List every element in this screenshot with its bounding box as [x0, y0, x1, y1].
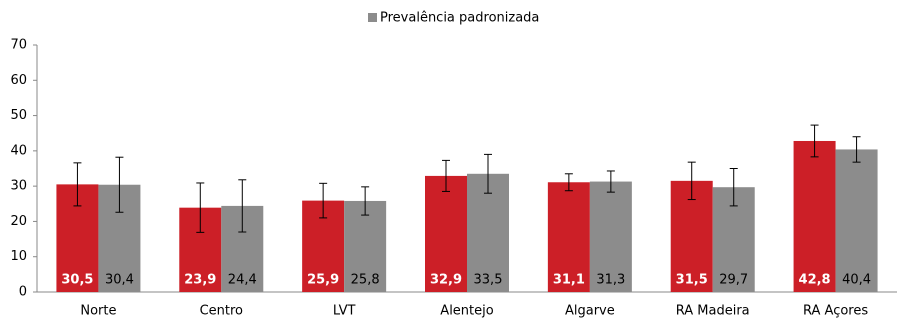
error-bar [115, 156, 124, 213]
error-bar [810, 124, 819, 158]
x-tick-label: Alentejo [440, 304, 493, 319]
error-bar [484, 153, 492, 194]
error-bar [852, 136, 861, 163]
value-label: 24,4 [228, 273, 257, 288]
bar [425, 175, 467, 292]
bar [547, 182, 590, 292]
y-tick-label: 50 [10, 108, 27, 123]
bar [835, 149, 878, 292]
x-tick-label: Norte [80, 304, 116, 319]
error-bar [687, 161, 696, 201]
y-tick-label: 0 [19, 285, 27, 300]
value-label: 30,4 [105, 273, 134, 288]
error-bar [238, 179, 247, 233]
error-bar [361, 186, 370, 216]
x-tick-label: Centro [200, 304, 243, 319]
y-tick-label: 20 [10, 214, 27, 229]
y-tick-label: 40 [10, 143, 27, 158]
error-bar [196, 182, 205, 233]
bar [589, 181, 632, 292]
value-label: 32,9 [430, 273, 462, 288]
value-label: 25,9 [307, 273, 339, 288]
value-label: 31,3 [596, 273, 625, 288]
value-label: 23,9 [184, 273, 216, 288]
error-bar [442, 159, 450, 192]
y-tick-label: 30 [10, 179, 27, 194]
error-bar [729, 168, 738, 207]
x-tick-label: RA Açores [803, 304, 868, 319]
legend-swatch [368, 13, 377, 22]
error-bar [73, 162, 82, 207]
value-label: 30,5 [61, 273, 93, 288]
error-bar [319, 182, 328, 219]
y-tick-label: 10 [10, 249, 27, 264]
value-label: 31,1 [553, 273, 585, 288]
value-label: 29,7 [719, 273, 748, 288]
x-tick-label: LVT [333, 304, 356, 319]
bar [793, 140, 836, 292]
x-tick-label: Algarve [565, 304, 615, 319]
value-label: 42,8 [799, 273, 831, 288]
value-label: 40,4 [842, 273, 871, 288]
bar [344, 200, 387, 292]
error-bar [564, 173, 573, 192]
error-bar [606, 170, 615, 193]
legend-label: Prevalência padronizada [380, 11, 539, 26]
y-tick-label: 70 [10, 38, 27, 53]
value-label: 33,5 [474, 273, 503, 288]
value-label: 25,8 [351, 273, 380, 288]
y-tick-label: 60 [10, 73, 27, 88]
x-tick-label: RA Madeira [676, 304, 750, 319]
value-label: 31,5 [676, 273, 708, 288]
